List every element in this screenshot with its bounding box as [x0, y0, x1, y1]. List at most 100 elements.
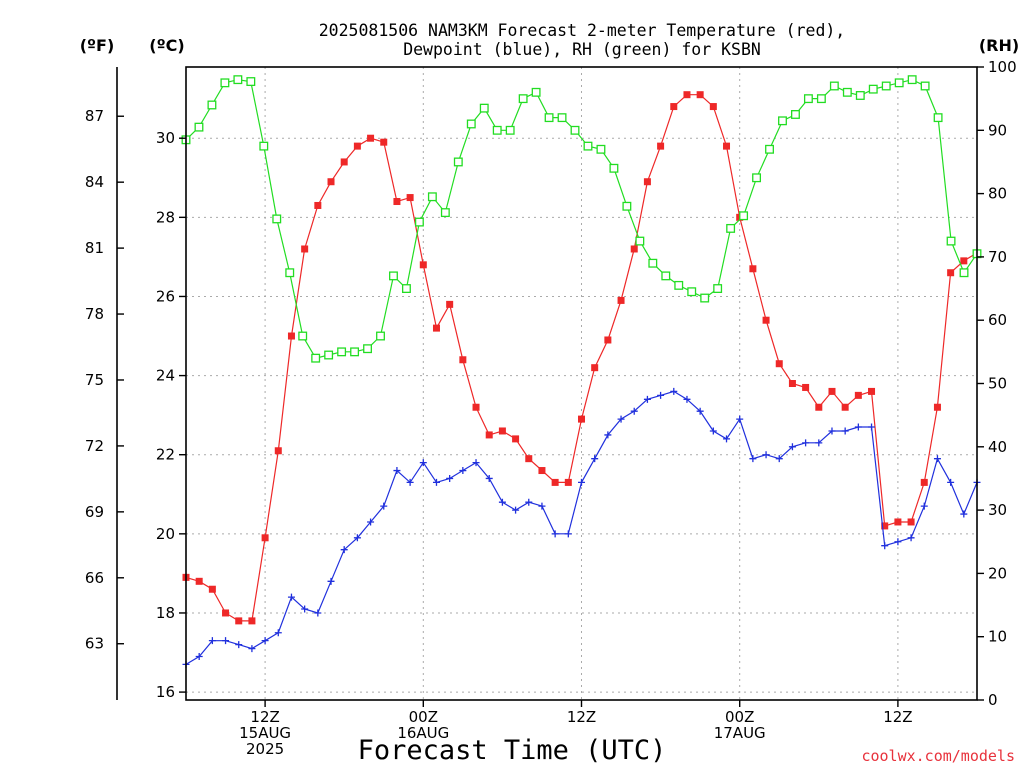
temperature-point	[709, 103, 717, 111]
temperature-point	[617, 296, 625, 304]
dewpoint-point	[485, 474, 493, 482]
fahrenheit-axis: 63 66 69 72 75 78 81 84 87	[85, 107, 124, 653]
temperature-point	[287, 332, 295, 340]
temperature-point	[643, 178, 651, 186]
temperature-point	[802, 383, 810, 391]
rh-tick-label: 80	[988, 185, 1007, 203]
rh-point	[648, 258, 658, 268]
rh-point	[959, 268, 969, 278]
dewpoint-point	[723, 435, 731, 443]
rh-point	[233, 75, 243, 85]
fahrenheit-tick-label: 72	[85, 437, 104, 455]
rh-point	[376, 331, 385, 341]
dewpoint-point	[235, 641, 243, 649]
rh-point	[505, 125, 515, 135]
celsius-tick-label: 22	[156, 446, 175, 464]
dewpoint-point	[802, 439, 810, 447]
dewpoint-point	[393, 467, 401, 475]
temperature-point	[564, 478, 572, 486]
dewpoint-point	[248, 645, 256, 653]
rh-tick-label: 30	[988, 501, 1007, 519]
fahrenheit-tick-label: 78	[85, 305, 104, 323]
rh-point	[816, 94, 826, 104]
dewpoint-point	[340, 546, 348, 554]
temperature-point	[657, 142, 665, 150]
temperature-point	[327, 178, 335, 186]
rh-point	[791, 110, 800, 119]
dewpoint-point	[920, 502, 928, 510]
temperature-point	[960, 257, 968, 265]
rh-tick-label: 60	[988, 311, 1007, 329]
rh-point	[324, 350, 334, 360]
rh-axis: 0 10 20 30 40 50 60 70 80 90 100	[977, 58, 1017, 709]
time-tick-label: 00Z	[409, 708, 438, 726]
dewpoint-point	[947, 478, 955, 486]
time-tick-label: 17AUG	[714, 724, 766, 742]
dewpoint-point	[604, 431, 612, 439]
dewpoint-point	[564, 530, 572, 538]
temperature-point	[446, 300, 454, 308]
rh-point	[466, 119, 476, 129]
temperature-point	[195, 577, 203, 585]
temperature-point	[340, 158, 348, 166]
rh-point	[207, 100, 217, 110]
dewpoint-point	[933, 455, 941, 463]
dewpoint-point	[195, 652, 203, 660]
temperature-point	[894, 518, 902, 526]
rh-point	[311, 353, 321, 363]
dewpoint-point	[960, 510, 968, 518]
time-tick-label: 12Z	[883, 708, 912, 726]
temperature-point	[841, 403, 849, 411]
temperature-point	[353, 142, 361, 150]
rh-point	[389, 271, 398, 281]
dewpoint-point	[314, 609, 322, 617]
rh-point	[220, 78, 230, 88]
celsius-tick-label: 16	[156, 683, 175, 701]
dewpoint-point	[274, 629, 282, 637]
dewpoint-point	[353, 534, 361, 542]
time-tick-label: 2025	[246, 740, 284, 758]
rh-point	[453, 157, 463, 167]
temperature-point	[485, 431, 493, 439]
rh-point	[479, 103, 489, 113]
grid-lines	[186, 67, 977, 700]
rh-point	[803, 94, 813, 104]
celsius-tick-label: 28	[156, 208, 175, 226]
dewpoint-point	[432, 478, 440, 486]
rh-point	[337, 347, 347, 357]
dewpoint-point	[498, 498, 506, 506]
dewpoint-point	[762, 451, 770, 459]
rh-point	[842, 87, 852, 97]
dewpoint-point	[301, 605, 309, 613]
temperature-point	[301, 245, 309, 253]
dewpoint-point	[287, 593, 295, 601]
dewpoint-point	[643, 395, 651, 403]
temperature-point	[248, 617, 256, 625]
rh-tick-label: 100	[988, 58, 1017, 76]
dewpoint-point	[578, 478, 585, 486]
rh-point	[557, 113, 567, 123]
dewpoint-point	[630, 407, 638, 415]
rh-point	[246, 77, 256, 87]
rh-point	[492, 125, 502, 135]
rh-point	[726, 223, 736, 233]
celsius-tick-label: 20	[156, 525, 175, 543]
celsius-axis: 16 18 20 22 24 26 28 30	[156, 129, 186, 701]
dewpoint-point	[709, 427, 717, 435]
dewpoint-point	[525, 498, 533, 506]
dewpoint-point	[617, 415, 625, 423]
dewpoint-point	[841, 427, 849, 435]
dewpoint-point	[380, 502, 388, 510]
rh-point	[596, 144, 606, 154]
dewpoint-point	[657, 391, 665, 399]
celsius-tick-label: 18	[156, 604, 175, 622]
dewpoint-point	[222, 637, 230, 645]
rh-point	[350, 347, 360, 357]
rh-tick-label: 40	[988, 438, 1007, 456]
dewpoint-point	[446, 474, 454, 482]
time-tick-label: 16AUG	[397, 724, 449, 742]
rh-point	[272, 214, 282, 224]
temperature-point	[393, 198, 401, 206]
celsius-unit-label: (ºC)	[149, 36, 184, 55]
